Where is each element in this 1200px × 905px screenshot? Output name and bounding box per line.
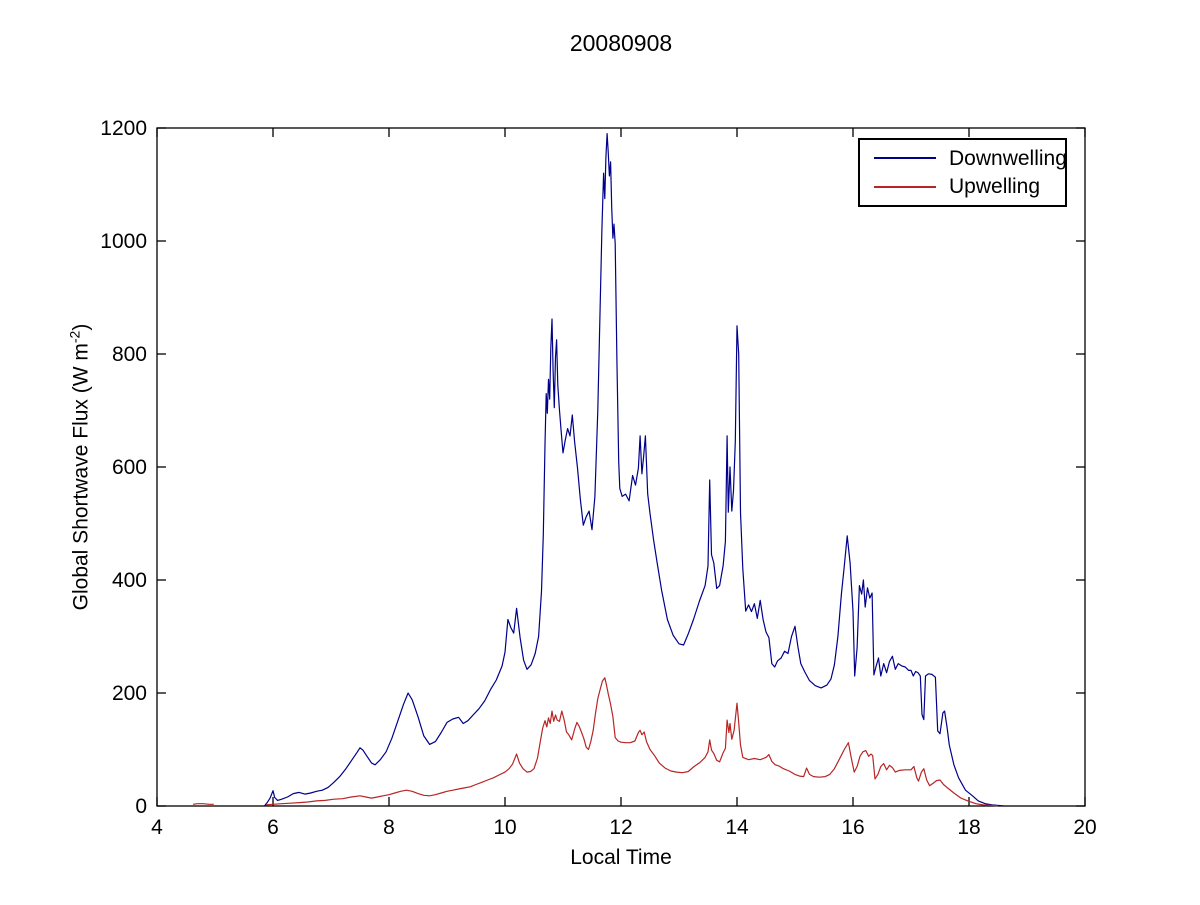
y-axis-label: Global Shortwave Flux (W m-2) (67, 324, 94, 611)
x-tick-label: 6 (267, 816, 279, 839)
axes-box (156, 127, 1086, 807)
y-axis-label-text: Global Shortwave Flux (W m (69, 343, 93, 611)
legend-entry-upwelling: Upwelling (860, 176, 1065, 197)
y-tick-label: 400 (112, 569, 147, 592)
legend-entry-downwelling: Downwelling (860, 146, 1067, 170)
x-tick-label: 14 (725, 816, 749, 839)
upwelling-line (265, 677, 999, 807)
downwelling-line (263, 133, 1004, 807)
x-tick-label: 18 (957, 816, 980, 839)
y-tick-label: 200 (112, 682, 147, 705)
legend-label-downwelling: Downwelling (949, 146, 1067, 170)
x-tick-label: 16 (841, 816, 864, 839)
y-tick-label: 1200 (100, 117, 147, 140)
y-axis-label-suffix: ) (69, 323, 93, 331)
y-tick-label: 600 (112, 456, 147, 479)
x-tick-label: 10 (493, 816, 516, 839)
upwelling-line-sample (874, 185, 936, 188)
x-axis-label: Local Time (570, 846, 672, 869)
x-tick-label: 12 (609, 816, 632, 839)
y-tick-label: 800 (112, 343, 147, 366)
legend-label-upwelling: Upwelling (949, 175, 1041, 199)
x-tick-label: 4 (151, 816, 163, 839)
legend: Downwelling Upwelling (858, 138, 1067, 207)
y-tick-label: 1000 (100, 230, 147, 253)
x-tick-label: 8 (383, 816, 395, 839)
x-tick-label: 20 (1073, 816, 1096, 839)
upwelling-line (192, 803, 214, 805)
y-tick-label: 0 (135, 795, 147, 818)
chart-title: 20080908 (569, 30, 673, 56)
downwelling-line-sample (874, 157, 936, 160)
y-axis-label-superscript: -2 (66, 330, 83, 344)
